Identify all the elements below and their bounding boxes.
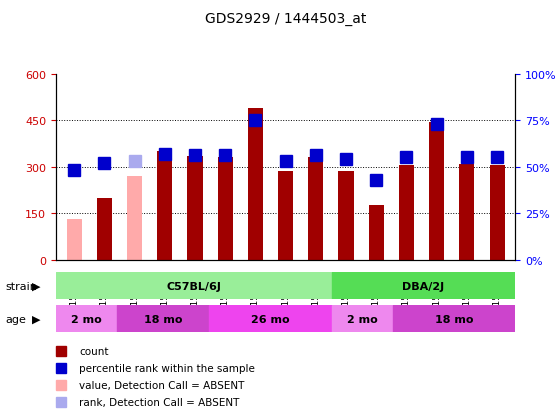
Text: rank, Detection Call = ABSENT: rank, Detection Call = ABSENT — [79, 397, 239, 407]
Bar — [429, 122, 444, 260]
Bar — [56, 306, 117, 332]
Text: age: age — [6, 314, 26, 324]
Text: percentile rank within the sample: percentile rank within the sample — [79, 363, 255, 373]
Text: C57BL/6J: C57BL/6J — [166, 281, 221, 291]
Text: 26 mo: 26 mo — [251, 314, 290, 324]
Text: count: count — [79, 347, 109, 356]
Text: 2 mo: 2 mo — [347, 314, 377, 324]
Text: ▶: ▶ — [32, 314, 41, 324]
Bar — [459, 164, 474, 260]
Text: GDS2929 / 1444503_at: GDS2929 / 1444503_at — [205, 12, 366, 26]
Bar — [489, 166, 505, 260]
Bar — [399, 166, 414, 260]
Bar — [127, 177, 142, 260]
Bar — [332, 273, 515, 299]
Bar — [278, 172, 293, 260]
Bar — [67, 220, 82, 260]
Bar — [97, 198, 112, 260]
Text: 18 mo: 18 mo — [435, 314, 473, 324]
Text: 18 mo: 18 mo — [144, 314, 183, 324]
Bar — [393, 306, 515, 332]
Bar — [332, 306, 393, 332]
Bar — [56, 273, 332, 299]
Text: DBA/2J: DBA/2J — [402, 281, 445, 291]
Text: 2 mo: 2 mo — [71, 314, 102, 324]
Bar — [157, 152, 172, 260]
Text: strain: strain — [6, 281, 38, 291]
Bar — [117, 306, 209, 332]
Bar — [218, 158, 233, 260]
Text: value, Detection Call = ABSENT: value, Detection Call = ABSENT — [79, 380, 244, 390]
Bar — [368, 206, 384, 260]
Bar — [338, 172, 353, 260]
Bar — [308, 158, 323, 260]
Bar — [209, 306, 332, 332]
Bar — [188, 157, 203, 260]
Bar — [248, 108, 263, 260]
Text: ▶: ▶ — [32, 281, 41, 291]
